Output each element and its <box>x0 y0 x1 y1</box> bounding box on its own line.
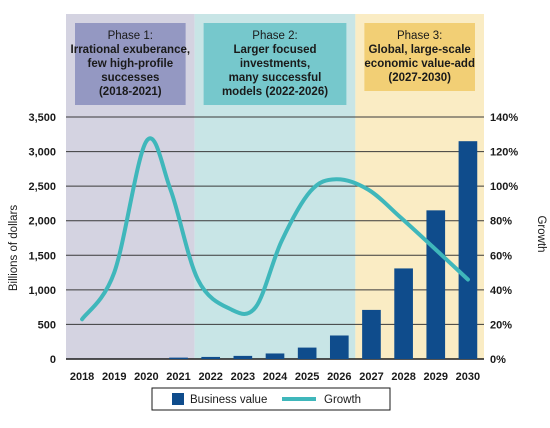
phase-3-title: Phase 3: <box>397 30 442 42</box>
y-tick-1: 500 <box>38 319 56 331</box>
phase-2-line-3: many successful <box>229 72 322 84</box>
y-tick-2: 1,000 <box>28 285 56 297</box>
y-tick-4: 2,000 <box>28 216 56 228</box>
x-tick-2023: 2023 <box>231 371 255 383</box>
phase-3-line-1: Global, large-scale <box>369 44 471 56</box>
x-tick-2019: 2019 <box>102 371 126 383</box>
y2-tick-0: 0% <box>490 354 506 366</box>
bar-2028 <box>394 268 413 359</box>
phase-2-line-4: models (2022-2026) <box>222 86 328 98</box>
y2-tick-4: 80% <box>490 216 512 228</box>
legend: Business value Growth <box>151 387 391 411</box>
x-tick-2018: 2018 <box>70 371 94 383</box>
phase-2-label-box <box>203 23 347 105</box>
y2-axis-title: Growth <box>535 215 547 252</box>
phase-1-line-1: Irrational exuberance, <box>71 44 191 56</box>
bar-2027 <box>362 309 381 359</box>
legend-swatch-business-value <box>172 393 184 405</box>
phase-2-line-1: Larger focused <box>233 44 316 56</box>
phase-2-line-2: investments, <box>240 58 310 70</box>
phase-1-label-box <box>75 23 186 105</box>
y-tick-5: 2,500 <box>28 181 56 193</box>
phase-1-line-4: (2018-2021) <box>99 86 162 98</box>
phase-3-line-3: (2027-2030) <box>388 72 451 84</box>
y-tick-3: 1,500 <box>28 250 56 262</box>
legend-label-business-value: Business value <box>190 394 267 406</box>
growth-line-layer <box>80 136 470 322</box>
x-tick-2021: 2021 <box>166 371 190 383</box>
legend-label-growth: Growth <box>324 394 361 406</box>
y-tick-0: 0 <box>50 354 56 366</box>
y-axis-title: Billions of dollars <box>8 205 20 292</box>
bar-2022 <box>201 356 221 359</box>
y2-tick-7: 140% <box>490 112 518 124</box>
x-tick-2024: 2024 <box>263 371 288 383</box>
x-tick-2027: 2027 <box>359 371 383 383</box>
phase-2-title: Phase 2: <box>252 30 297 42</box>
axes: 0 500 1,000 1,500 2,000 2,500 3,000 3,500 0% 20% 4… <box>8 112 547 383</box>
y2-tick-1: 20% <box>490 319 512 331</box>
y2-tick-6: 120% <box>490 147 518 159</box>
phase-1-line-3: successes <box>101 72 159 84</box>
bar-2023 <box>233 355 253 359</box>
bar-2030 <box>458 141 478 359</box>
y-tick-7: 3,500 <box>28 112 56 124</box>
x-tick-2029: 2029 <box>424 371 448 383</box>
phase-1-title: Phase 1: <box>108 30 153 42</box>
growth-line <box>80 136 470 322</box>
x-tick-2022: 2022 <box>198 371 222 383</box>
phase-1-line-2: few high-profile <box>88 58 174 70</box>
y-tick-6: 3,000 <box>28 147 56 159</box>
bar-2025 <box>297 347 317 359</box>
y2-tick-5: 100% <box>490 181 518 193</box>
phase-3-label-box <box>364 23 475 91</box>
x-tick-2025: 2025 <box>295 371 319 383</box>
bar-2026 <box>329 335 349 359</box>
legend-box <box>151 387 391 411</box>
bar-2024 <box>265 353 285 359</box>
x-tick-2020: 2020 <box>134 371 158 383</box>
bar-2029 <box>426 210 446 359</box>
x-tick-2030: 2030 <box>456 371 480 383</box>
x-tick-2026: 2026 <box>327 371 351 383</box>
bar-2021 <box>169 357 188 359</box>
x-tick-2028: 2028 <box>391 371 415 383</box>
phase-3-line-2: economic value-add <box>364 58 475 70</box>
y2-tick-3: 60% <box>490 250 512 262</box>
y2-tick-2: 40% <box>490 285 512 297</box>
